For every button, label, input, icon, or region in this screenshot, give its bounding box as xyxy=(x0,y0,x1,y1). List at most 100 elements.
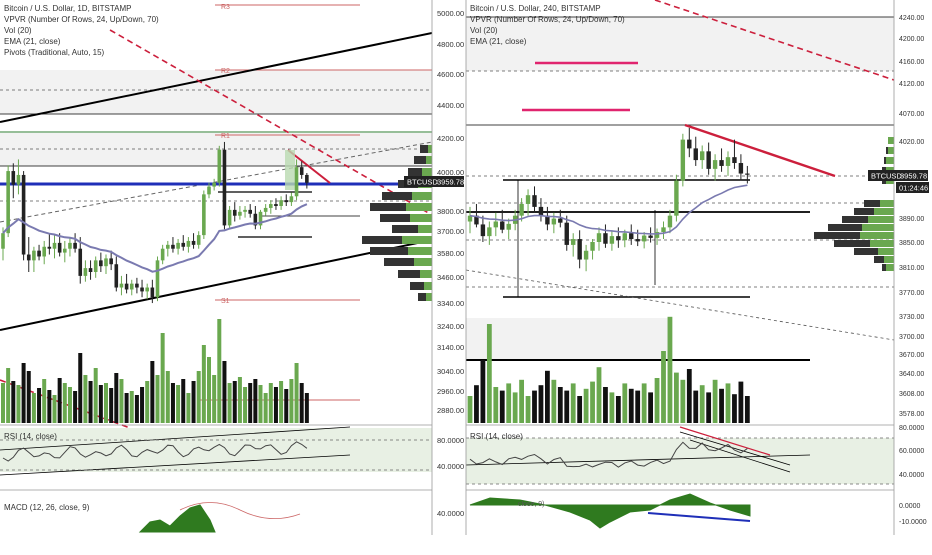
candle-body xyxy=(725,157,731,166)
volume-bar xyxy=(109,388,114,423)
volume-bar xyxy=(603,387,608,423)
price-tick-label: 3850.00 xyxy=(899,240,924,247)
candle-body xyxy=(596,233,602,242)
volume-bar xyxy=(273,387,278,423)
vprofile-bar-up xyxy=(862,224,894,231)
volume-bar xyxy=(227,383,232,423)
price-tick-label: 4200.00 xyxy=(437,134,464,143)
candle-body xyxy=(493,221,498,228)
candle-body xyxy=(47,246,52,249)
vprofile-bar-down xyxy=(420,145,428,153)
right-rsi-trend-1 xyxy=(466,454,811,466)
volume-bar xyxy=(654,378,660,423)
candle-body xyxy=(577,239,582,260)
candle-body xyxy=(176,242,180,249)
price-tick-label: 3340.00 xyxy=(437,299,464,308)
vprofile-bar-up xyxy=(874,208,894,215)
price-tick-label: 2960.00 xyxy=(437,387,464,396)
volume-bar xyxy=(73,391,78,423)
candle-body xyxy=(135,283,139,288)
volume-bar xyxy=(551,379,557,423)
candle-body xyxy=(719,160,724,166)
vprofile-bar-down xyxy=(384,258,414,266)
volume-bar xyxy=(253,379,258,423)
price-tick-label: 3608.00 xyxy=(899,391,924,398)
candle-body xyxy=(11,171,16,185)
right-red-dashed-trend xyxy=(654,0,894,81)
volume-bar xyxy=(37,388,42,423)
volume-bar xyxy=(186,393,191,423)
volume-bar xyxy=(212,375,217,423)
left-lower-channel xyxy=(0,239,432,331)
candle-body xyxy=(212,182,216,187)
macd-tick-label: 40.0000 xyxy=(437,509,464,518)
candle-body xyxy=(732,157,737,164)
price-tick-label: 4070.00 xyxy=(899,111,924,118)
vprofile-bar-up xyxy=(408,247,432,255)
vprofile-bar-up xyxy=(428,145,432,153)
volume-bar xyxy=(263,393,268,423)
left-rsi-band xyxy=(0,428,432,472)
vprofile-bar-up xyxy=(412,192,432,200)
volume-bar xyxy=(248,383,253,423)
volume-bar xyxy=(564,390,570,423)
volume-bar xyxy=(744,396,750,423)
left-indicator-vpvr: VPVR (Number Of Rows, 24, Up/Down, 70) xyxy=(4,15,159,24)
volume-bar xyxy=(641,383,647,423)
volume-bar xyxy=(725,383,731,423)
vprofile-bar-down xyxy=(854,248,878,255)
volume-bar xyxy=(577,396,583,423)
left-rsi-label: RSI (14, close) xyxy=(4,432,57,441)
volume-bar xyxy=(712,379,718,423)
volume-bar xyxy=(26,371,31,423)
volume-bar xyxy=(1,383,5,423)
volume-bar xyxy=(67,387,72,423)
rsi-tick-label: 40.0000 xyxy=(437,462,464,471)
volume-bar xyxy=(615,396,621,423)
candle-body xyxy=(590,241,595,251)
candle-body xyxy=(104,258,108,267)
volume-bar xyxy=(104,383,108,423)
volume-bar xyxy=(525,396,531,423)
candle-body xyxy=(545,215,550,225)
rsi-tick-label: 40.0000 xyxy=(899,472,924,479)
right-rsi-label: RSI (14, close) xyxy=(470,432,523,441)
left-green-highlight xyxy=(285,150,295,190)
candle-body xyxy=(480,224,486,237)
candle-body xyxy=(207,186,211,195)
candle-body xyxy=(6,171,10,234)
candle-body xyxy=(616,236,621,241)
vprofile-bar-down xyxy=(874,256,884,263)
volume-bar xyxy=(191,381,196,423)
volume-bar xyxy=(590,381,595,423)
price-tick-label: 2880.00 xyxy=(437,406,464,415)
volume-bar xyxy=(11,381,16,423)
volume-bar xyxy=(596,367,602,423)
candle-body xyxy=(52,242,57,249)
left-r1-zone xyxy=(0,133,432,166)
left-chart-title: Bitcoin / U.S. Dollar, 1D, BITSTAMP xyxy=(4,4,131,13)
price-tick-label: 3800.00 xyxy=(437,207,464,216)
volume-bar xyxy=(648,392,653,423)
volume-bar xyxy=(47,390,52,423)
candle-body xyxy=(305,174,309,183)
candle-body xyxy=(706,151,711,169)
volume-bar xyxy=(686,369,692,423)
candle-body xyxy=(37,250,41,257)
volume-bar xyxy=(622,383,628,423)
volume-bar xyxy=(93,368,98,423)
left-indicator-ema: EMA (21, close) xyxy=(4,37,61,46)
price-tick-label: 3810.00 xyxy=(899,265,924,272)
candle-body xyxy=(232,209,237,216)
candle-body xyxy=(1,233,5,249)
right-price-badge xyxy=(868,170,928,181)
volume-bar xyxy=(628,388,634,423)
volume-bar xyxy=(129,391,134,423)
right-rsi-line xyxy=(469,441,748,468)
volume-bar xyxy=(667,316,673,423)
vprofile-bar-down xyxy=(370,203,406,211)
candle-body xyxy=(532,195,537,207)
candle-body xyxy=(16,174,21,185)
volume-bar xyxy=(165,371,170,423)
volume-bar xyxy=(289,379,294,423)
